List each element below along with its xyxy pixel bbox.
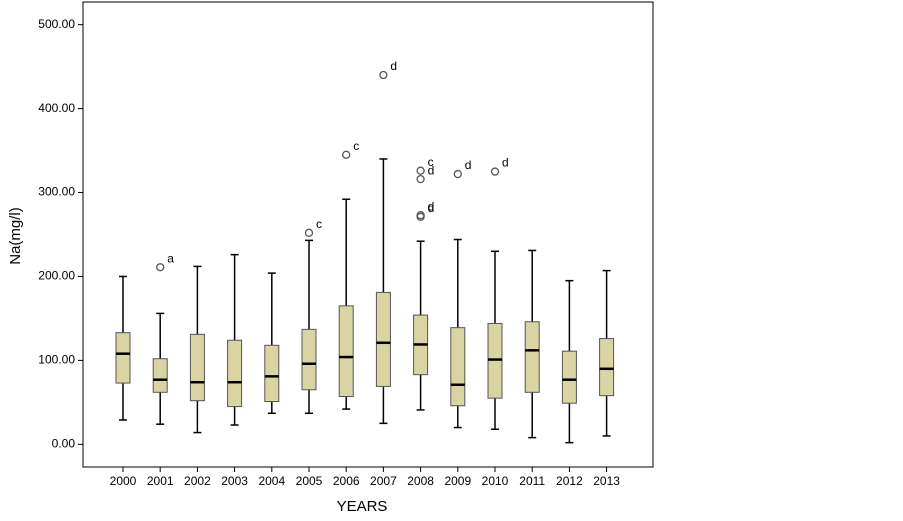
outlier <box>156 263 165 272</box>
y-axis-label: Na(mg/l) <box>7 207 24 265</box>
y-tick-label: 300.00 <box>38 185 75 199</box>
x-tick-label: 2000 <box>110 474 137 488</box>
x-tick-label: 2007 <box>370 474 397 488</box>
box <box>115 332 131 384</box>
outlier <box>342 150 351 159</box>
outlier <box>304 228 314 237</box>
x-tick-label: 2009 <box>444 474 471 488</box>
outlier-label: d <box>465 158 472 172</box>
outlier <box>416 212 425 222</box>
outlier-label: c <box>428 155 434 169</box>
outlier <box>490 167 500 176</box>
x-tick-label: 2010 <box>482 474 509 488</box>
box <box>450 327 466 407</box>
box <box>227 339 243 408</box>
outlier-label: d <box>390 59 397 73</box>
outlier-label: a <box>167 251 174 265</box>
outlier-label: c <box>353 139 359 153</box>
x-tick-label: 2003 <box>221 474 248 488</box>
x-tick-label: 2005 <box>296 474 323 488</box>
box <box>487 322 503 399</box>
outlier-label: d <box>428 201 435 215</box>
outlier-label: d <box>428 199 435 213</box>
x-tick-label: 2002 <box>184 474 211 488</box>
box <box>338 305 354 397</box>
outlier-label: c <box>316 217 322 231</box>
outlier <box>416 166 425 175</box>
box <box>524 321 540 393</box>
x-tick-label: 2004 <box>258 474 285 488</box>
x-axis-label: YEARS <box>337 498 388 515</box>
y-tick-label: 0.00 <box>52 437 76 451</box>
x-tick-label: 2012 <box>556 474 583 488</box>
y-tick-label: 500.00 <box>38 17 75 31</box>
plot-frame <box>82 1 654 468</box>
x-tick-label: 2011 <box>519 474 545 488</box>
x-tick-label: 2008 <box>407 474 434 488</box>
outlier <box>379 70 388 80</box>
box <box>301 328 317 391</box>
box <box>561 350 577 404</box>
box <box>152 358 168 393</box>
outlier <box>453 169 462 179</box>
box <box>264 344 280 403</box>
x-tick-label: 2013 <box>593 474 620 488</box>
box <box>375 291 391 387</box>
x-tick-label: 2001 <box>147 474 174 488</box>
outlier-label: d <box>428 163 435 177</box>
outlier <box>416 174 425 184</box>
y-tick-label: 100.00 <box>38 353 75 367</box>
y-tick-label: 400.00 <box>38 101 75 115</box>
y-tick-label: 200.00 <box>38 269 75 283</box>
x-tick-label: 2006 <box>333 474 360 488</box>
outlier-label: d <box>502 156 509 170</box>
box <box>599 338 615 397</box>
box <box>189 333 205 402</box>
